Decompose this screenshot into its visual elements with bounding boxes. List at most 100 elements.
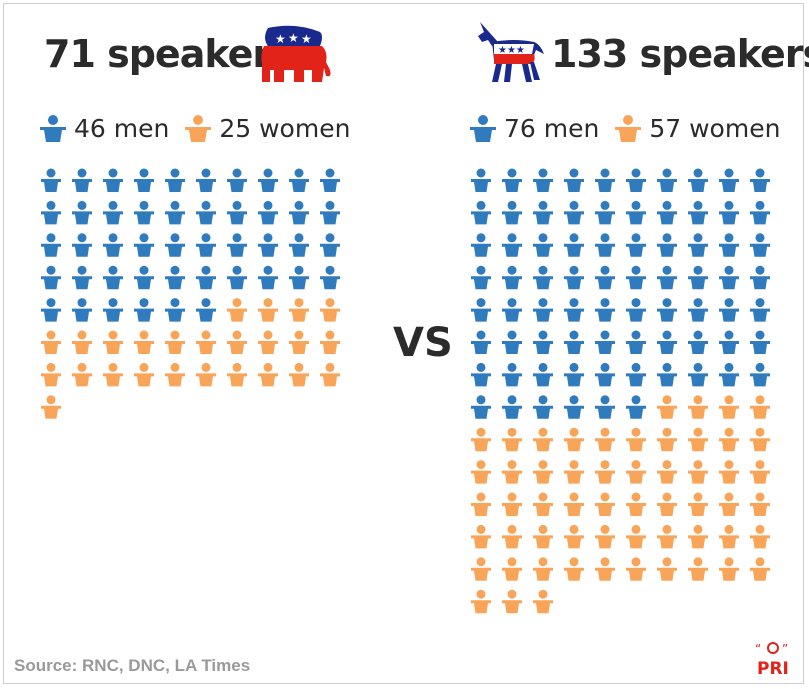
man-speaker-mark [502,233,522,257]
man-speaker-mark [719,330,739,354]
man-speaker-mark [595,200,615,225]
woman-speaker-mark [471,589,491,614]
woman-speaker-mark [196,330,216,354]
woman-speaker-mark [471,557,491,581]
man-speaker-mark [719,362,739,387]
man-speaker-mark [502,200,522,225]
woman-speaker-mark [595,460,615,484]
man-speaker-mark [165,298,185,322]
man-speaker-mark [533,200,553,225]
man-speaker-icon [40,115,66,142]
man-speaker-mark [502,395,522,419]
woman-speaker-mark [72,362,92,387]
woman-speaker-mark [719,460,739,484]
man-speaker-mark [595,233,615,257]
svg-text:“: “ [755,642,761,656]
man-speaker-mark [657,168,677,192]
legend-women: 57 women [613,113,780,143]
man-speaker-mark [196,298,216,322]
man-speaker-mark [750,168,770,192]
woman-speaker-mark [657,492,677,516]
man-speaker-mark [719,200,739,225]
woman-speaker-mark [502,524,522,549]
woman-speaker-mark [688,460,708,484]
woman-speaker-mark [688,524,708,549]
svg-text:★: ★ [288,31,299,45]
man-speaker-mark [533,233,553,257]
man-speaker-mark [471,395,491,419]
legend-men-label: 76 men [504,113,600,143]
man-speaker-mark [320,265,340,290]
man-speaker-mark [258,168,278,192]
man-speaker-mark [320,168,340,192]
man-speaker-mark [72,298,92,322]
legend-men-label: 46 men [74,113,170,143]
woman-speaker-mark [227,362,247,387]
source-note: Source: RNC, DNC, LA Times [14,656,251,675]
woman-speaker-mark [471,492,491,516]
man-speaker-mark [471,362,491,387]
man-speaker-mark [688,168,708,192]
man-speaker-mark [626,233,646,257]
man-speaker-mark [196,265,216,290]
legend-women: 25 women [183,113,350,143]
man-speaker-mark [502,330,522,354]
woman-speaker-mark [41,362,61,387]
woman-speaker-mark [626,460,646,484]
woman-speaker-mark [502,557,522,581]
man-speaker-mark [688,330,708,354]
man-speaker-mark [564,395,584,419]
democratic-title: 133 speakers [551,32,809,76]
woman-speaker-mark [657,524,677,549]
man-speaker-mark [502,298,522,322]
woman-speaker-mark [502,427,522,452]
man-speaker-mark [103,265,123,290]
man-speaker-mark [595,168,615,192]
vs-label: VS [393,320,453,366]
man-speaker-mark [227,265,247,290]
man-speaker-mark [103,168,123,192]
legend-women-label: 57 women [649,113,781,143]
man-speaker-mark [72,233,92,257]
republican-pictograph [41,168,340,419]
woman-speaker-mark [134,362,154,387]
svg-text:★: ★ [301,32,312,46]
man-speaker-mark [258,233,278,257]
man-speaker-mark [320,200,340,225]
woman-speaker-mark [533,524,553,549]
man-speaker-mark [657,362,677,387]
woman-speaker-mark [688,557,708,581]
man-speaker-mark [227,200,247,225]
woman-speaker-mark [196,362,216,387]
woman-speaker-mark [750,524,770,549]
woman-speaker-mark [471,460,491,484]
woman-speaker-mark [564,460,584,484]
woman-speaker-mark [320,362,340,387]
man-speaker-mark [471,298,491,322]
man-speaker-mark [165,200,185,225]
woman-speaker-mark [471,427,491,452]
woman-speaker-mark [626,557,646,581]
man-speaker-mark [750,362,770,387]
man-speaker-mark [564,265,584,290]
man-speaker-mark [626,395,646,419]
man-speaker-mark [134,298,154,322]
man-speaker-mark [165,168,185,192]
woman-speaker-mark [227,298,247,322]
woman-speaker-icon [615,115,642,142]
woman-speaker-mark [626,427,646,452]
woman-speaker-icon [185,115,212,142]
svg-text:★★★: ★★★ [498,45,525,56]
woman-speaker-mark [719,427,739,452]
woman-speaker-mark [502,589,522,614]
man-speaker-mark [134,233,154,257]
man-speaker-mark [626,330,646,354]
man-speaker-mark [471,233,491,257]
man-speaker-mark [533,265,553,290]
democratic-donkey-icon: ★★★ [478,22,544,82]
man-speaker-mark [134,200,154,225]
woman-speaker-mark [719,492,739,516]
woman-speaker-mark [41,395,61,419]
man-speaker-mark [595,330,615,354]
man-speaker-mark [289,200,309,225]
